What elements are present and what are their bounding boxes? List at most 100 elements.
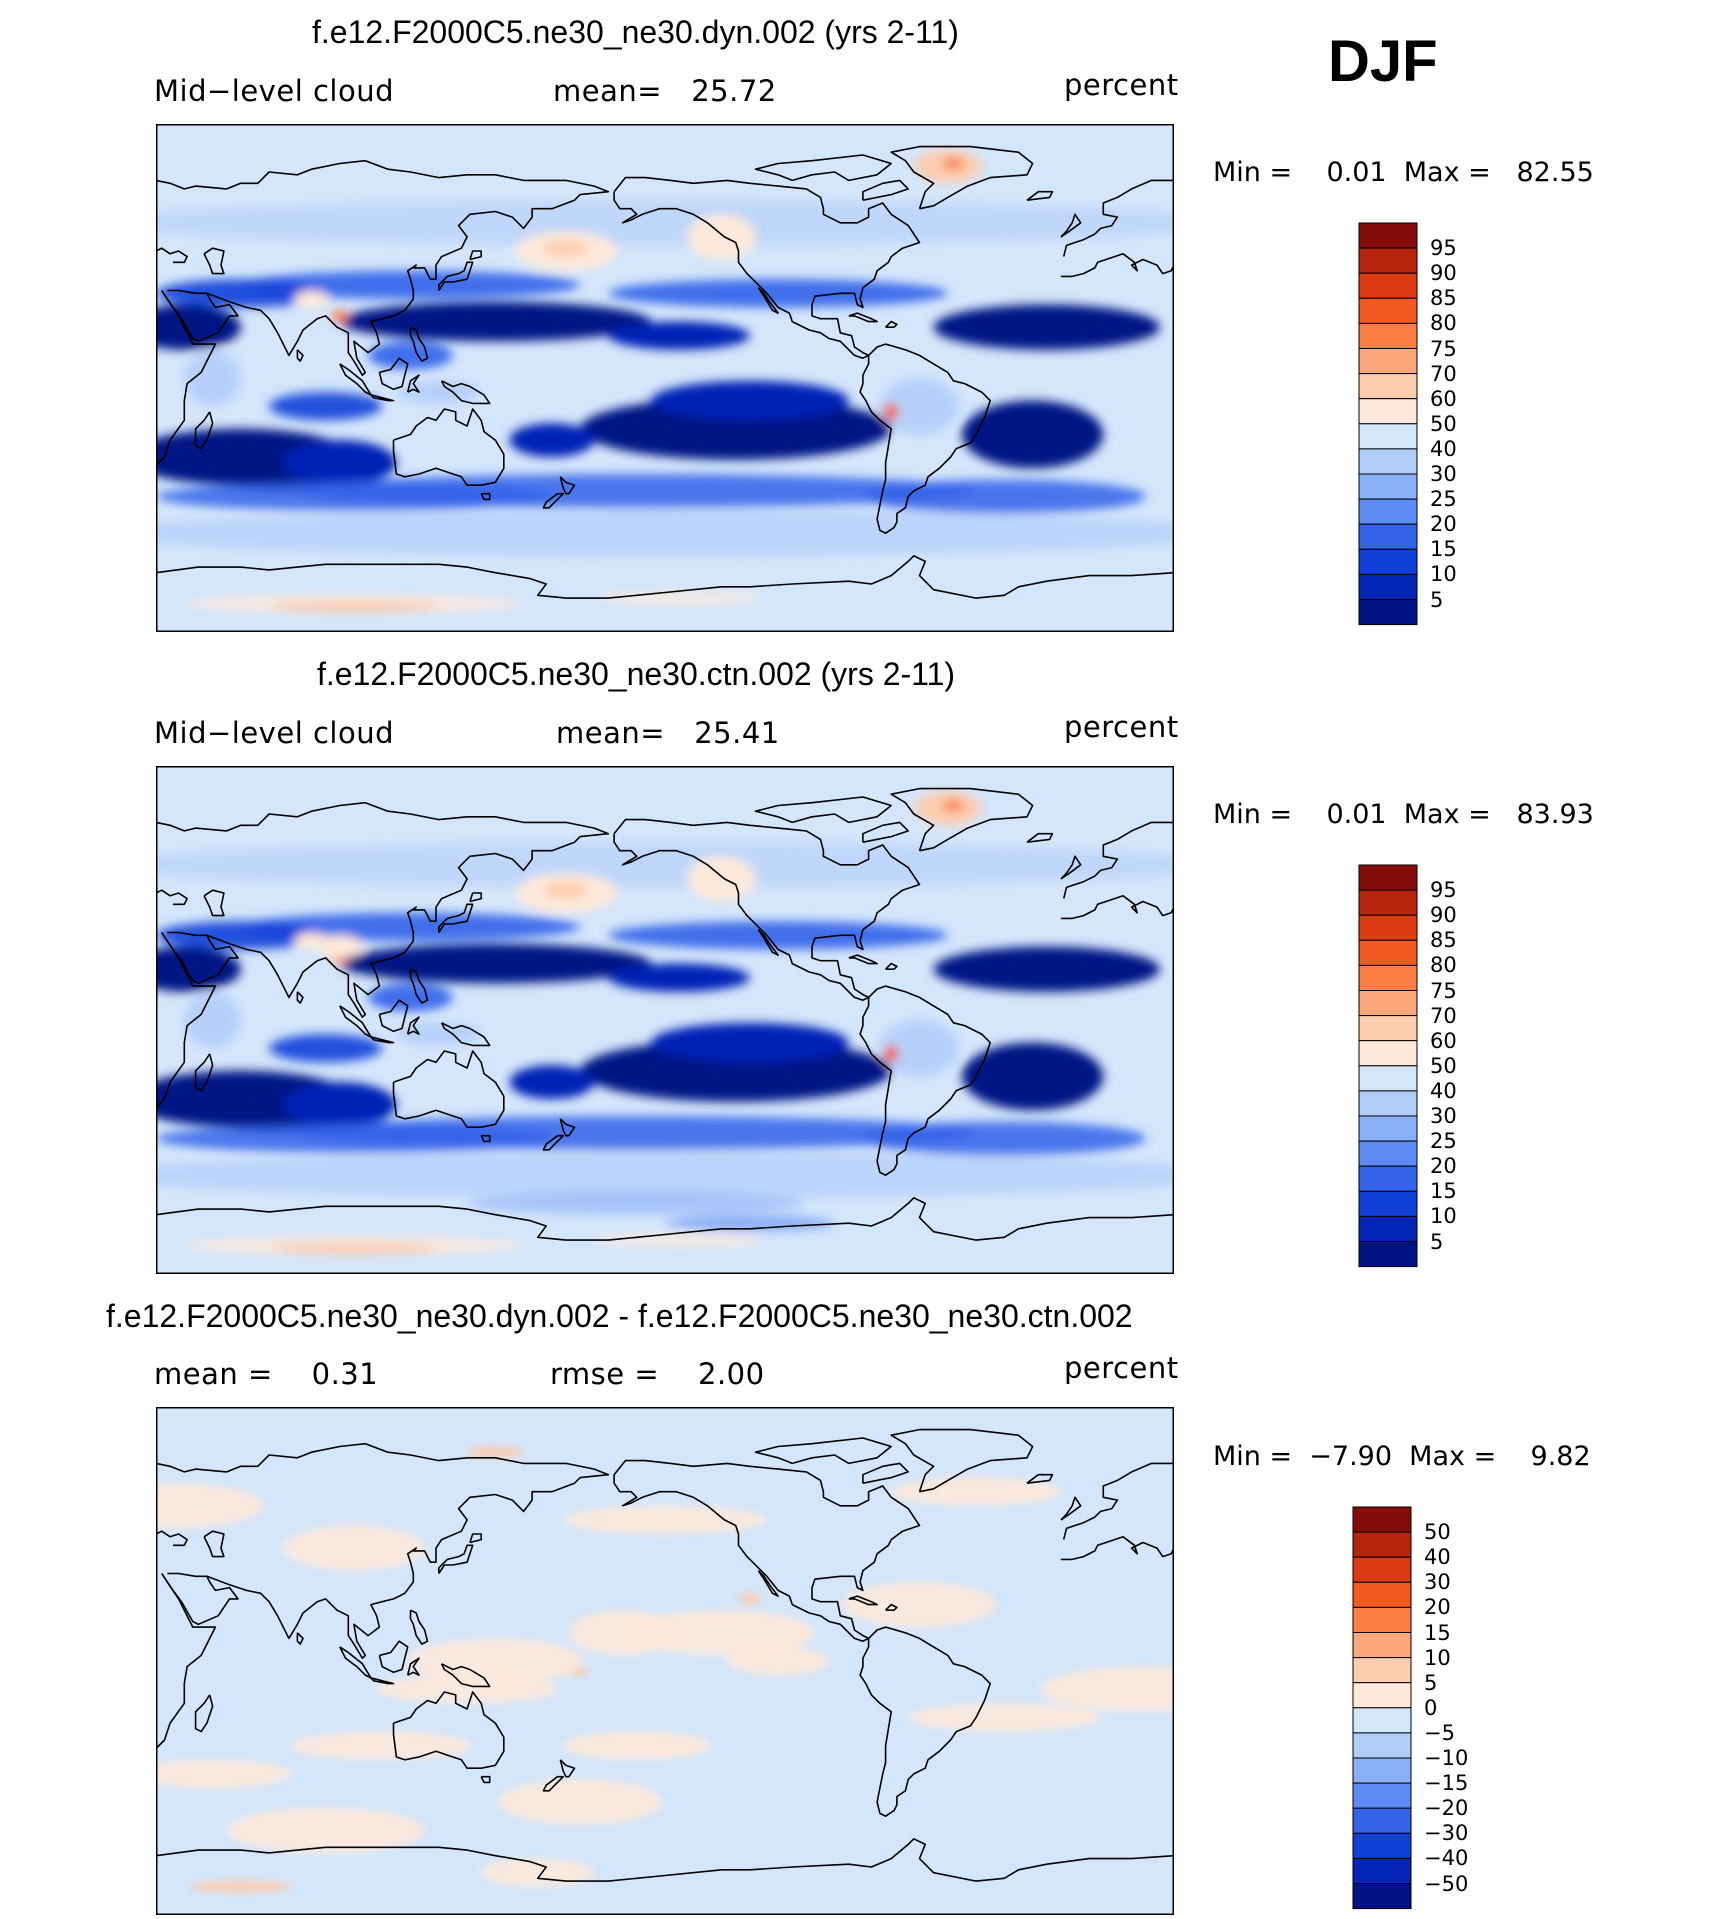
contour-region: [156, 1759, 292, 1788]
coastline: [156, 889, 188, 906]
colorbar-swatch: [1358, 990, 1418, 1017]
coastline: [757, 929, 779, 956]
contour-region: [543, 881, 589, 899]
coastline: [862, 179, 910, 201]
coastline: [203, 247, 225, 275]
colorbar-swatch: [1358, 348, 1418, 375]
colorbar-tick-label: 60: [1430, 386, 1457, 411]
colorbar-swatch: [1358, 573, 1418, 600]
coastline: [862, 821, 910, 843]
coastline: [757, 287, 779, 314]
contour-region: [665, 1214, 835, 1232]
panel-1-units-label: percent: [1064, 68, 1179, 102]
coastline: [1062, 179, 1174, 257]
panel-2-units-label: percent: [1064, 710, 1179, 744]
contour-region: [1041, 1666, 1174, 1712]
colorbar-tick-label: 5: [1430, 1229, 1444, 1254]
coastline: [378, 357, 409, 391]
coastline: [378, 999, 409, 1033]
contour-region: [498, 1553, 606, 1599]
colorbar-tick-label: 40: [1430, 436, 1457, 461]
coastline: [166, 931, 239, 985]
colorbar-swatch: [1358, 473, 1418, 500]
coastline: [613, 1459, 921, 1642]
colorbar-tick-label: 90: [1430, 261, 1457, 286]
colorbar-tick-label: 60: [1430, 1028, 1457, 1053]
colorbar-tick-label: 20: [1430, 1154, 1457, 1179]
colorbar-swatch: [1352, 1531, 1412, 1558]
contour-region: [201, 1562, 337, 1591]
colorbar-swatch: [1352, 1883, 1412, 1910]
colorbar-swatch: [1358, 599, 1418, 626]
coastline: [370, 394, 395, 402]
contour-region: [650, 1022, 849, 1063]
colorbar-swatch: [1358, 498, 1418, 525]
coastline: [1026, 190, 1054, 201]
contour-region: [396, 1022, 482, 1046]
panel-2-map: [156, 766, 1174, 1274]
coastline: [1060, 895, 1174, 920]
coastline: [559, 1118, 576, 1137]
coastline: [406, 1657, 420, 1676]
coastline: [1060, 1536, 1174, 1561]
coastline: [437, 903, 474, 933]
coastline: [848, 1595, 878, 1606]
contour-region: [189, 1881, 292, 1893]
colorbar-swatch: [1358, 939, 1418, 966]
coastline: [409, 968, 429, 1004]
contour-region: [884, 403, 899, 421]
colorbar-tick-label: −20: [1424, 1796, 1469, 1821]
coastline: [848, 312, 878, 323]
colorbar-swatch: [1358, 322, 1418, 350]
map-frame: [156, 1407, 1174, 1915]
map-frame: [156, 766, 1174, 1274]
coastline: [885, 1603, 898, 1611]
coastline: [1026, 832, 1054, 843]
colorbar-swatch: [1358, 1241, 1418, 1268]
contour-region: [240, 270, 581, 299]
panel-2-min-max: Min = 0.01 Max = 83.93: [1213, 799, 1594, 830]
contour-region: [608, 921, 948, 950]
contour-region: [294, 290, 329, 308]
contour-region: [908, 1703, 1101, 1732]
colorbar-swatch: [1358, 864, 1418, 891]
colorbar-swatch: [1358, 1215, 1418, 1242]
coastline: [559, 1759, 576, 1778]
coastline: [480, 1134, 491, 1143]
colorbar-tick-label: −5: [1424, 1720, 1455, 1745]
colorbar-tick-label: 40: [1430, 1078, 1457, 1103]
coastline: [754, 154, 893, 182]
panel-1-title: f.e12.F2000C5.ne30_ne30.dyn.002 (yrs 2-1…: [312, 14, 959, 50]
colorbar-swatch: [1352, 1807, 1412, 1834]
contour-region: [891, 1477, 1061, 1506]
coastline: [859, 985, 992, 1177]
colorbar-swatch: [1352, 1782, 1412, 1809]
coastline: [194, 1053, 214, 1092]
contour-region: [563, 1731, 711, 1760]
colorbar-tick-label: 75: [1430, 978, 1457, 1003]
contour-region: [156, 921, 326, 950]
coastline: [156, 247, 188, 264]
coastline: [890, 1428, 1034, 1493]
contour-region: [509, 1065, 595, 1100]
colorbar-swatch: [1352, 1657, 1412, 1684]
contour-region: [156, 279, 326, 308]
contour-region: [594, 1234, 764, 1246]
coastline: [542, 492, 565, 509]
contour-region: [156, 1152, 1174, 1198]
contour-region: [961, 1765, 1104, 1811]
contour-region: [269, 392, 383, 421]
contour-region: [498, 1779, 663, 1825]
contour-region: [339, 943, 651, 984]
coastline: [194, 1694, 214, 1733]
contour-region: [608, 279, 948, 308]
colorbar-swatch: [1352, 1606, 1412, 1634]
coastline: [406, 1016, 420, 1035]
coastline: [754, 796, 893, 824]
contour-region: [738, 1593, 762, 1605]
contour-region: [687, 856, 756, 902]
contour-region: [331, 310, 349, 322]
contour-region: [687, 1850, 841, 1896]
colorbar-tick-label: 50: [1430, 1053, 1457, 1078]
colorbar-tick-label: 30: [1424, 1570, 1451, 1595]
